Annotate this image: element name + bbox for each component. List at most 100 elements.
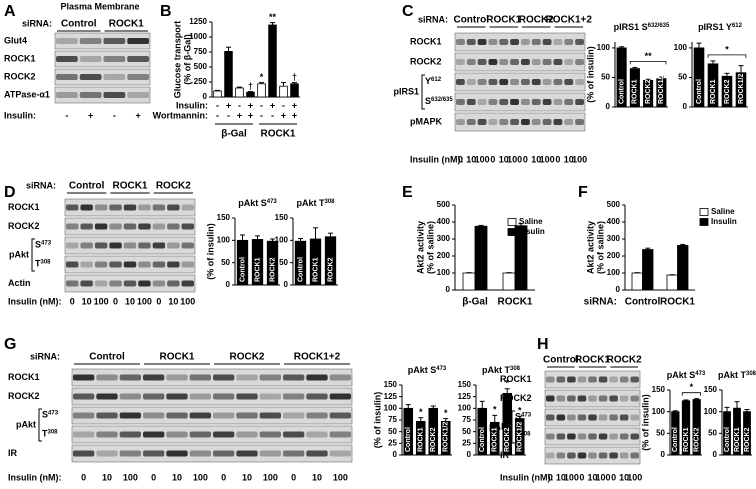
y-tick-label: 100 [597,43,611,52]
blot-strip [54,50,151,68]
blot-band [103,74,126,80]
blot-band [73,374,95,381]
y-tick-label: 300 [437,234,451,243]
blot-band [127,38,149,44]
row-label-main: T [35,259,41,269]
row-label: ROCK1 [8,202,40,212]
y-tick-label: 125 [458,392,472,401]
row-label-main: S [425,96,431,106]
chart-title-sup: 632/635 [648,23,670,29]
insulin-dose: 10 [82,296,92,306]
sig-note: * [725,44,729,54]
y-tick-label: 0 [606,102,611,111]
row-label: ROCK1 [410,36,442,46]
blot-band [213,374,235,381]
treatment-mark: - [227,110,230,120]
row-label: S473 [515,412,532,422]
blot-band [546,433,555,440]
blot-band [630,414,639,421]
blot-band [80,223,93,230]
y-tick-label: 400 [437,217,451,226]
row-label: ATPase-α1 [4,89,50,99]
blot-band [531,119,541,125]
blot-band [138,242,151,249]
group-label: Control [543,355,579,366]
chart-title-main: pAkt S [667,370,696,380]
treatment-label: Insulin: [176,100,208,110]
blot-band [56,38,78,44]
bar-note: * [260,72,264,82]
blot-band [123,204,137,211]
blot-band [66,223,79,230]
blot-band [166,450,188,457]
blot-band [531,39,541,45]
blot-band [553,119,563,125]
group-label: β-Gal [221,129,247,140]
row-label-sup: 473 [41,240,52,246]
blot-band [577,452,587,459]
blot-band [521,79,530,85]
y-tick-label: 50 [279,258,288,267]
blot-band [94,242,108,249]
category-label: ROCK1/2 [517,422,524,452]
legend-swatch [699,208,709,216]
chart-title-main: pAkt T [482,365,511,375]
row-label: ROCK2 [410,56,442,66]
blot-band [488,119,498,125]
blot-band [456,119,465,125]
blot-band [306,374,328,381]
category-label: Control [479,427,486,452]
blot-band [283,412,305,419]
blot-band [510,119,519,125]
blot-band [123,280,137,287]
category-label: Control [724,427,731,452]
blot-band [80,242,93,249]
blot-band [477,59,487,65]
y-tick-label: 0 [226,280,231,289]
y-axis-label: (% of saline) [595,221,605,274]
blot-band [306,450,328,457]
insulin-dose: 0 [579,472,584,482]
insulin-dose: 0 [523,154,528,164]
blot-band [510,99,519,105]
insulin-dose: 100 [572,154,587,164]
blot-band [577,376,587,383]
group-label: Control [453,15,489,26]
category-label: ROCK1/2 [738,74,745,104]
blot-band [167,261,180,268]
blot-band [466,59,476,65]
y-tick-label: 150 [652,385,666,394]
blot-band [466,39,476,45]
sig-note: * [690,382,694,392]
chart-title: pAkt T308 [718,370,756,380]
y-tick-label: 75 [388,415,397,424]
insulin-dose: 10 [172,472,182,482]
insulin-dose: 100 [137,296,152,306]
group-label: ROCK1 [260,129,295,140]
blot-band [499,59,509,65]
insulin-dose: 10 [531,154,541,164]
blot-strip [544,446,641,465]
y-tick-label: 0 [661,450,666,459]
blot-band [456,59,465,65]
treatment-mark: + [248,100,253,110]
chart-title: pAkt S473 [408,365,447,375]
blot-band [127,56,149,62]
row-label-sup: 473 [48,410,59,416]
blot-band [575,119,584,125]
blot-band [466,79,476,85]
blot-band [556,414,566,421]
y-tick-label: 150 [704,385,718,394]
group-label: ROCK1 [159,352,194,363]
group-label: ROCK1 [575,355,610,366]
bar [224,51,233,98]
row-label: ROCK1 [8,372,40,382]
insulin-dose: 100 [94,296,109,306]
treatment-mark: - [271,110,274,120]
bar [279,85,288,98]
blot-band [553,79,563,85]
blot-band [609,433,618,440]
group-label: Control [89,352,125,363]
blot-band [73,412,95,419]
blot-band [119,431,141,438]
